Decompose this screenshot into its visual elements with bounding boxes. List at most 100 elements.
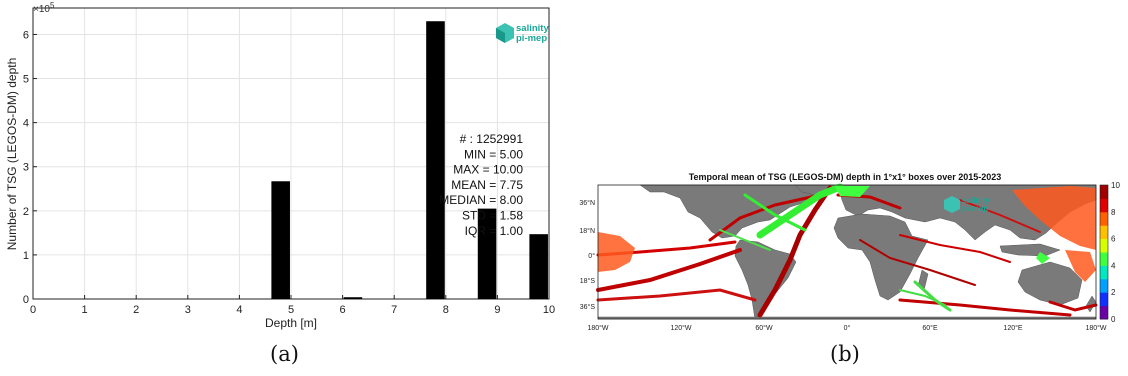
y-tick-label: 4 — [23, 118, 29, 130]
colorbar-segment — [1100, 238, 1108, 253]
track-pacific-red-3 — [596, 288, 757, 302]
histogram-bar — [271, 181, 290, 299]
track-atlantic-green — [756, 183, 844, 239]
longitude-label: 60°E — [922, 324, 938, 332]
track-aus-south — [1048, 300, 1098, 312]
colorbar-frame — [1099, 184, 1109, 320]
latitude-label: 36°S — [580, 303, 596, 311]
x-tick-label: 10 — [543, 304, 555, 316]
colorbar-tick-label: 6 — [1111, 235, 1116, 244]
histogram-bar — [477, 208, 497, 299]
x-tick-label: 7 — [391, 304, 397, 316]
x-tick-label: 8 — [443, 304, 449, 316]
longitude-label: 60°W — [755, 324, 773, 332]
sw-pacific-orange — [1065, 250, 1096, 282]
colorbar-segment — [1100, 252, 1108, 266]
histogram-bar — [529, 234, 548, 299]
colorbar-tick-label: 2 — [1111, 288, 1116, 297]
y-tick-label: 3 — [23, 162, 29, 174]
logo-text-salinity: salinity — [516, 23, 549, 34]
track-indian — [899, 234, 1011, 263]
histogram-y-ticks: 0 1 2 3 4 5 6 — [23, 29, 37, 306]
longitude-label: 180°W — [587, 324, 608, 332]
x-tick-label: 0 — [30, 304, 36, 316]
latitude-label: 36°N — [579, 199, 595, 207]
x-axis-label: Depth [m] — [265, 316, 317, 330]
longitude-label: 180°W — [1085, 324, 1106, 332]
colorbar-segment — [1100, 211, 1108, 226]
map-logo-cube-icon — [944, 196, 960, 213]
x-tick-label: 5 — [288, 304, 294, 316]
longitude-labels: 180°W 120°W 60°W 0° 60°E 120°E 180°W — [587, 324, 1106, 332]
map-panel: Temporal mean of TSG (LEGOS-DM) depth in… — [579, 172, 1120, 332]
green-patches — [835, 186, 1050, 264]
orange-regions — [598, 186, 1096, 282]
latitude-label: 18°S — [580, 277, 596, 285]
x-tick-label: 1 — [82, 304, 88, 316]
colorbar-segment — [1100, 225, 1108, 240]
stat-line: IQR = 1.00 — [465, 224, 524, 238]
track-asia — [959, 199, 1041, 233]
histogram-panel: 0 1 2 3 4 5 6 7 8 9 10 0 1 2 3 4 5 6 ×105 Depth [m] Numb… — [5, 1, 555, 330]
map-title: Temporal mean of TSG (LEGOS-DM) depth in… — [689, 172, 1002, 182]
longitude-label: 120°W — [670, 324, 691, 332]
y-tick-label: 1 — [23, 250, 29, 262]
longitude-label: 0° — [844, 324, 851, 332]
colorbar-segment — [1100, 198, 1108, 213]
latitude-labels: 36°N 18°N 0° 18°S 36°S — [579, 199, 595, 311]
longitude-label: 120°E — [1003, 324, 1022, 332]
panel-label-a: (a) — [270, 342, 299, 366]
x-tick-label: 2 — [133, 304, 139, 316]
nw-pacific-orange — [1012, 186, 1096, 250]
track-atlantic-green-3 — [719, 229, 771, 251]
salinity-pi-mep-logo: salinity pi-mep — [496, 23, 549, 44]
track-indian-2 — [859, 239, 976, 286]
track-south-green-2 — [899, 289, 946, 306]
logo-cube-shade — [496, 28, 505, 43]
colorbar-segment — [1100, 278, 1108, 293]
histogram-bar — [343, 297, 363, 299]
australia — [1017, 261, 1083, 306]
x-tick-label: 3 — [185, 304, 191, 316]
colorbar-tick-label: 10 — [1111, 181, 1120, 190]
histogram-bar — [426, 21, 445, 300]
colorbar-tick-label: 8 — [1111, 208, 1116, 217]
green-patch-north — [835, 186, 870, 197]
latitude-label: 18°N — [579, 227, 595, 235]
latitude-label: 0° — [588, 252, 595, 260]
ne-pacific-orange — [598, 232, 635, 272]
y-tick-label: 0 — [23, 294, 29, 306]
y-axis-label: Number of TSG (LEGOS-DM) depth — [5, 58, 19, 251]
y-tick-label: 6 — [23, 29, 29, 41]
green-patch-indian — [1036, 252, 1050, 264]
histogram-x-ticks: 0 1 2 3 4 5 6 7 8 9 10 — [30, 295, 555, 316]
track-atlantic-diagonal — [757, 185, 833, 318]
colorbar-tick-label: 4 — [1111, 261, 1116, 270]
stat-line: MIN = 5.00 — [464, 147, 523, 161]
y-multiplier: ×105 — [33, 1, 55, 15]
map-logo-text-2: pi-mep — [962, 204, 988, 213]
y-tick-label: 5 — [23, 74, 29, 86]
track-atlantic-green-2 — [743, 193, 807, 232]
histogram-bars — [271, 21, 548, 300]
colorbar-tick-label: 0 — [1111, 315, 1116, 324]
stat-line: MAX = 10.00 — [453, 163, 523, 177]
y-tick-label: 2 — [23, 206, 29, 218]
map-logo: salinity pi-mep — [944, 196, 990, 213]
stat-line: MEDIAN = 8.00 — [439, 193, 523, 207]
map-logo-text-1: salinity — [962, 196, 990, 205]
colorbar: 0 2 4 6 8 10 — [1099, 181, 1120, 324]
stat-line: STD = 1.58 — [462, 209, 523, 223]
colorbar-segment — [1100, 185, 1108, 199]
colorbar-segment — [1100, 305, 1108, 320]
colorbar-segment — [1100, 265, 1108, 280]
stat-line: MEAN = 7.75 — [451, 178, 523, 192]
x-tick-label: 9 — [494, 304, 500, 316]
track-south-indian — [898, 298, 1072, 317]
track-pacific-red-2 — [596, 248, 742, 292]
panel-label-b: (b) — [830, 342, 860, 366]
map-frame — [597, 184, 1097, 320]
x-tick-label: 6 — [340, 304, 346, 316]
